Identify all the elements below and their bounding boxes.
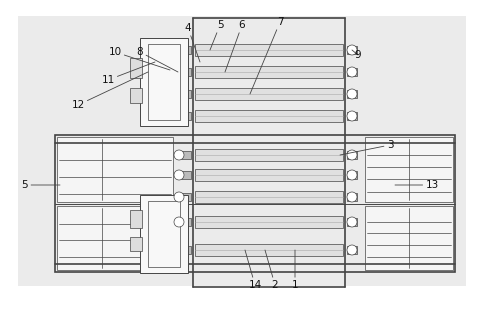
Bar xyxy=(195,88,343,100)
Bar xyxy=(130,210,142,228)
Circle shape xyxy=(174,89,184,99)
Circle shape xyxy=(347,150,357,160)
Bar xyxy=(195,149,343,161)
Text: 10: 10 xyxy=(108,47,170,70)
Bar xyxy=(347,46,357,54)
Text: 13: 13 xyxy=(395,180,439,190)
Bar xyxy=(181,218,191,226)
Circle shape xyxy=(347,67,357,77)
Bar xyxy=(148,44,180,120)
Bar xyxy=(347,218,357,226)
Circle shape xyxy=(347,45,357,55)
Bar xyxy=(140,38,188,126)
Bar xyxy=(181,112,191,120)
Bar xyxy=(57,137,173,201)
Bar xyxy=(181,193,191,201)
Bar xyxy=(130,88,142,103)
Bar xyxy=(195,244,343,256)
Circle shape xyxy=(174,170,184,180)
Circle shape xyxy=(174,45,184,55)
Bar xyxy=(130,58,142,78)
Bar xyxy=(347,151,357,159)
Bar xyxy=(181,68,191,76)
Bar xyxy=(195,66,343,78)
Text: 5: 5 xyxy=(210,20,223,50)
Text: 7: 7 xyxy=(250,17,283,94)
Text: 11: 11 xyxy=(101,62,155,85)
Text: 1: 1 xyxy=(292,250,298,290)
Bar xyxy=(55,135,455,272)
Bar xyxy=(347,112,357,120)
Bar xyxy=(347,171,357,179)
Bar xyxy=(181,90,191,98)
Text: 5: 5 xyxy=(22,180,60,190)
Text: 9: 9 xyxy=(352,50,362,60)
Bar xyxy=(195,191,343,203)
Bar xyxy=(347,90,357,98)
Bar xyxy=(18,16,466,286)
Circle shape xyxy=(174,67,184,77)
Circle shape xyxy=(174,192,184,202)
Text: 3: 3 xyxy=(340,140,393,155)
Bar xyxy=(195,216,343,228)
Bar xyxy=(130,237,142,251)
Text: 14: 14 xyxy=(245,250,262,290)
Text: 6: 6 xyxy=(225,20,245,72)
Bar xyxy=(181,246,191,254)
Bar xyxy=(140,195,188,273)
Circle shape xyxy=(347,192,357,202)
Bar xyxy=(181,46,191,54)
Bar xyxy=(181,151,191,159)
Bar xyxy=(365,137,453,201)
Text: 12: 12 xyxy=(71,72,148,110)
Circle shape xyxy=(174,111,184,121)
Bar xyxy=(195,44,343,56)
Circle shape xyxy=(347,170,357,180)
Bar xyxy=(347,246,357,254)
Text: 2: 2 xyxy=(265,250,278,290)
Text: 4: 4 xyxy=(185,23,200,62)
Bar xyxy=(347,68,357,76)
Bar xyxy=(181,171,191,179)
Circle shape xyxy=(347,217,357,227)
Bar xyxy=(57,205,173,270)
Text: 8: 8 xyxy=(136,47,178,72)
Circle shape xyxy=(174,150,184,160)
Bar xyxy=(195,110,343,122)
Circle shape xyxy=(347,245,357,255)
Bar xyxy=(365,205,453,270)
Bar xyxy=(347,193,357,201)
Bar xyxy=(148,201,180,267)
Circle shape xyxy=(347,111,357,121)
Circle shape xyxy=(174,217,184,227)
Circle shape xyxy=(347,89,357,99)
Bar xyxy=(195,169,343,181)
